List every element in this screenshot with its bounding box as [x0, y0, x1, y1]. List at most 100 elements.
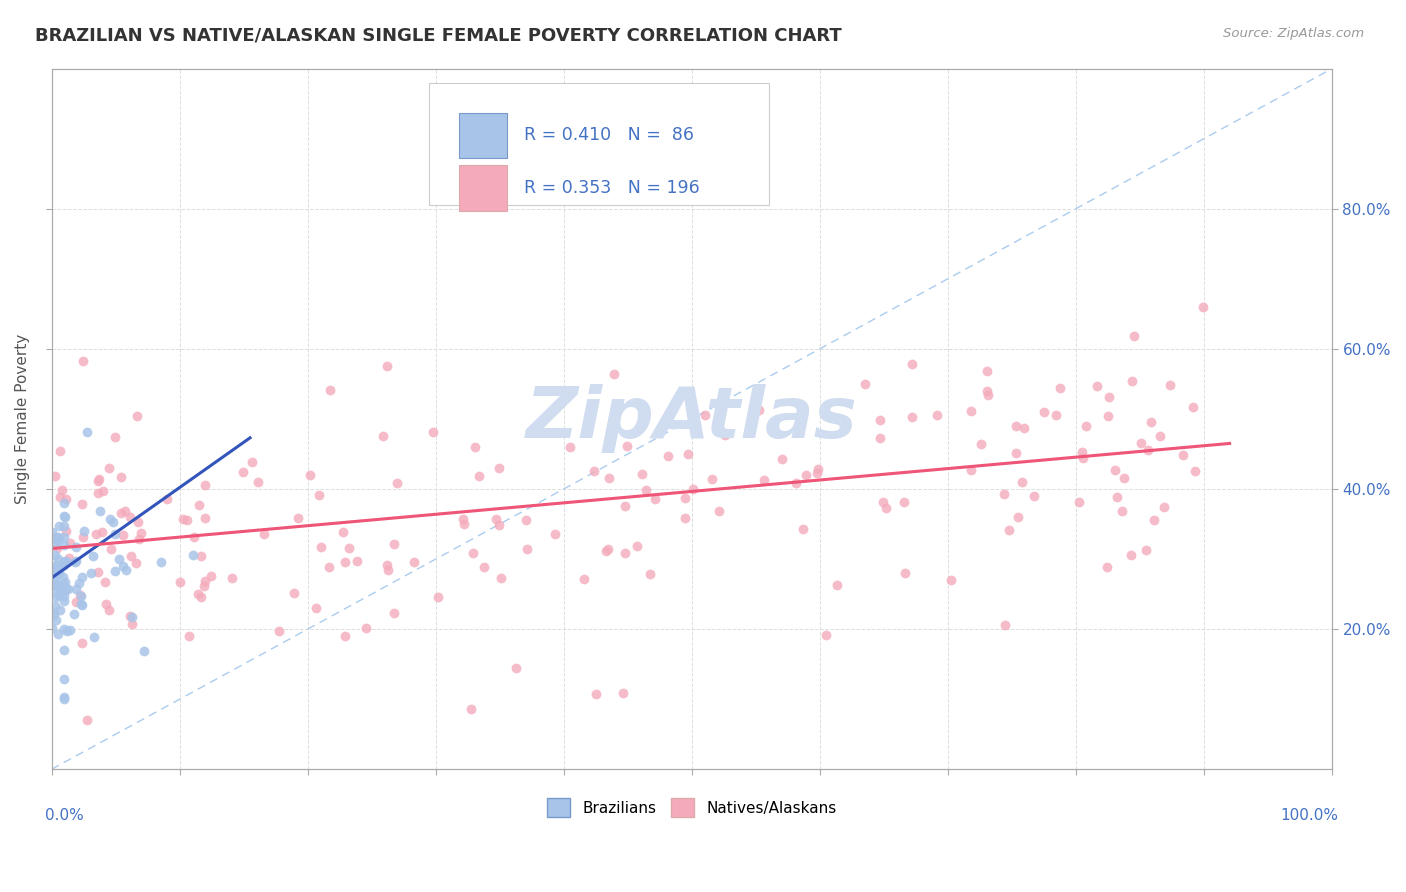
Point [172, 512, 194, 526]
Point [375, 359, 398, 373]
Point [630, 467, 652, 481]
Point [468, 469, 491, 483]
Point [82, 549, 104, 563]
Point [87, 486, 110, 500]
Point [1135, 543, 1157, 558]
Point [44, 570, 66, 584]
Point [451, 512, 474, 526]
Point [176, 513, 198, 527]
Point [488, 460, 510, 475]
Point [76, 713, 98, 727]
Point [194, 574, 217, 588]
Point [283, 586, 305, 600]
Point [585, 686, 607, 700]
Point [53, 519, 76, 533]
Point [815, 627, 838, 641]
Point [194, 477, 217, 491]
Point [177, 629, 200, 643]
Point [53, 510, 76, 524]
FancyBboxPatch shape [458, 165, 508, 211]
Point [976, 388, 998, 402]
Point [53, 594, 76, 608]
Text: BRAZILIAN VS NATIVE/ALASKAN SINGLE FEMALE POVERTY CORRELATION CHART: BRAZILIAN VS NATIVE/ALASKAN SINGLE FEMAL… [35, 27, 842, 45]
Point [253, 527, 276, 541]
Point [89, 503, 111, 517]
Point [114, 504, 136, 518]
FancyBboxPatch shape [429, 83, 769, 205]
Point [1129, 436, 1152, 450]
Point [46, 558, 69, 572]
Point [110, 506, 132, 520]
Point [53, 530, 76, 544]
Point [53, 590, 76, 604]
Point [596, 542, 619, 557]
Point [41, 566, 63, 581]
Point [49, 583, 72, 598]
Point [110, 470, 132, 484]
Point [128, 533, 150, 547]
Point [1171, 448, 1194, 462]
Point [188, 498, 211, 512]
Point [53, 672, 76, 686]
Point [1159, 377, 1181, 392]
Point [156, 492, 179, 507]
Point [53, 622, 76, 636]
Point [1104, 463, 1126, 477]
Point [595, 543, 617, 558]
Point [59, 623, 82, 637]
Point [377, 563, 399, 577]
Point [111, 528, 134, 542]
Point [869, 412, 891, 426]
Point [939, 573, 962, 587]
Point [1123, 328, 1146, 343]
Point [42, 577, 65, 591]
Point [41, 525, 63, 540]
Point [70, 597, 93, 611]
Text: 100.0%: 100.0% [1281, 808, 1339, 822]
Point [87, 565, 110, 579]
Point [48, 490, 70, 504]
Point [463, 546, 485, 560]
Point [1192, 300, 1215, 314]
Point [53, 642, 76, 657]
Point [558, 440, 581, 454]
Point [993, 487, 1015, 501]
Point [1071, 444, 1094, 458]
Point [121, 609, 143, 624]
Point [332, 524, 354, 539]
Point [893, 495, 915, 509]
Point [900, 357, 922, 371]
Point [55, 524, 77, 539]
Point [87, 471, 110, 485]
Point [626, 539, 648, 553]
Point [1004, 446, 1026, 460]
Point [45, 537, 67, 551]
Point [925, 409, 948, 423]
Point [70, 497, 93, 511]
Point [45, 578, 67, 592]
Point [97, 603, 120, 617]
Point [875, 501, 897, 516]
Point [183, 530, 205, 544]
Point [1007, 510, 1029, 524]
Point [98, 511, 121, 525]
Point [53, 690, 76, 704]
Point [485, 512, 508, 526]
Point [63, 607, 86, 621]
Point [70, 636, 93, 650]
Point [240, 455, 263, 469]
Point [48, 588, 70, 602]
Point [1073, 450, 1095, 465]
Point [44, 548, 66, 562]
Point [375, 558, 398, 573]
Point [1139, 415, 1161, 429]
Point [53, 538, 76, 552]
Point [247, 475, 270, 490]
Point [770, 451, 793, 466]
Point [825, 578, 848, 592]
Point [58, 551, 80, 566]
Point [894, 566, 917, 580]
Point [112, 559, 135, 574]
Point [1111, 504, 1133, 518]
Point [657, 449, 679, 463]
